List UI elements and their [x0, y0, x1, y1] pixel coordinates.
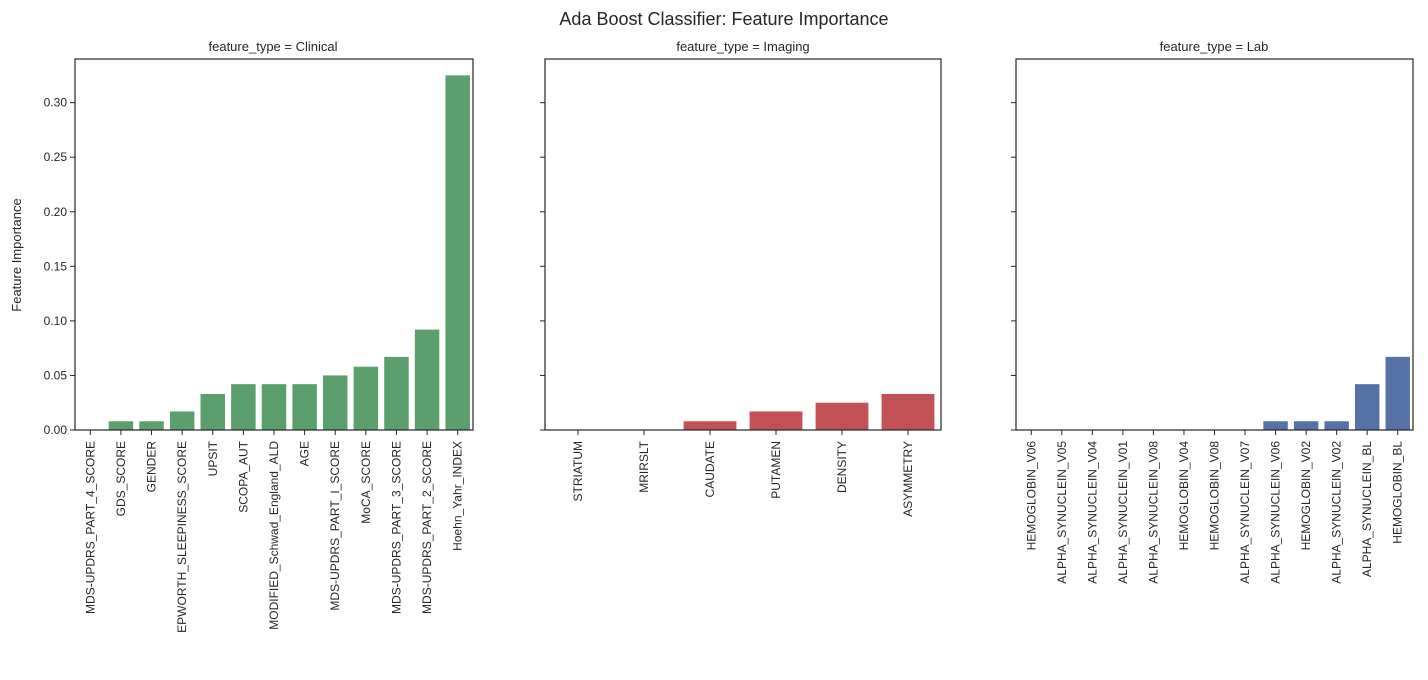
panel-title-clinical: feature_type = Clinical — [209, 39, 338, 54]
bars-lab — [1263, 356, 1410, 430]
bar-moca-score — [353, 366, 379, 430]
y-tick-label: 0.20 — [44, 205, 68, 219]
bar-putamen — [749, 411, 803, 430]
x-tick-label: MDS-UPDRS_PART_I_SCORE — [328, 441, 342, 611]
x-tick-label: HEMOGLOBIN_V02 — [1299, 441, 1313, 551]
bar-caudate — [683, 421, 737, 430]
y-tick-label: 0.00 — [44, 423, 68, 437]
x-tick-label: STRIATUM — [571, 441, 585, 501]
x-tick-label: ALPHA_SYNUCLEIN_V04 — [1085, 441, 1099, 584]
x-tick-label: HEMOGLOBIN_V06 — [1024, 441, 1038, 551]
x-tick-label: MDS-UPDRS_PART_3_SCORE — [389, 441, 403, 614]
x-tick-label: HEMOGLOBIN_V04 — [1177, 441, 1191, 551]
x-tick-label: Hoehn_Yahr_INDEX — [451, 441, 465, 551]
y-axis-label: Feature Importance — [9, 198, 24, 311]
x-tick-label: MoCA_SCORE — [359, 441, 373, 524]
x-tick-label: ALPHA_SYNUCLEIN_BL — [1360, 441, 1374, 577]
panel-imaging: feature_type = Imaging STRIATUM MRIRSLT CA… — [540, 39, 942, 517]
bar-mds-updrs-part-2-score — [414, 329, 440, 430]
bar-modified-schwad-england-ald — [261, 384, 287, 430]
x-tick-label: GDS_SCORE — [114, 441, 128, 516]
x-tick-label: EPWORTH_SLEEPINESS_SCORE — [175, 441, 189, 633]
bar-mds-updrs-part-i-score — [322, 375, 348, 430]
x-tick-label: ASYMMETRY — [901, 441, 915, 517]
bar-hemoglobin-bl — [1385, 356, 1410, 430]
x-tick-label: AGE — [298, 441, 312, 466]
bar-gender — [139, 421, 164, 430]
panel-lab: feature_type = Lab HEMOGLOBIN_V06 ALPHA_S… — [1011, 39, 1414, 584]
bar-hoehn-yahr-index — [445, 75, 470, 431]
x-tick-label: ALPHA_SYNUCLEIN_V01 — [1116, 441, 1130, 584]
panel-frame-clinical — [74, 58, 474, 431]
x-tick-labels-clinical: MDS-UPDRS_PART_4_SCORE GDS_SCORE GENDER EPW… — [83, 430, 465, 633]
bar-hemoglobin-v02 — [1293, 421, 1319, 430]
x-tick-label: ALPHA_SYNUCLEIN_V05 — [1055, 441, 1069, 584]
y-ticks-clinical: 0.00 0.05 0.10 0.15 0.20 0.25 0.30 — [44, 96, 75, 437]
panel-clinical: feature_type = Clinical MDS-UPDRS_PART_4… — [44, 39, 474, 633]
bar-age — [292, 384, 317, 430]
bar-alpha-synuclein-v02 — [1324, 421, 1349, 430]
x-tick-labels-lab: HEMOGLOBIN_V06 ALPHA_SYNUCLEIN_V05 ALPHA_S… — [1024, 430, 1405, 584]
x-tick-label: MDS-UPDRS_PART_2_SCORE — [420, 441, 434, 614]
bars-clinical — [108, 75, 470, 431]
bars-imaging — [683, 393, 935, 430]
figure-title: Ada Boost Classifier: Feature Importance — [559, 9, 888, 29]
bar-mds-updrs-part-3-score — [384, 356, 409, 430]
y-tick-label: 0.15 — [44, 259, 68, 273]
bar-scopa-aut — [231, 384, 256, 430]
bar-density — [815, 402, 869, 430]
x-tick-label: MDS-UPDRS_PART_4_SCORE — [83, 441, 97, 614]
panel-title-lab: feature_type = Lab — [1160, 39, 1269, 54]
bar-alpha-synuclein-bl — [1354, 384, 1380, 430]
x-tick-label: DENSITY — [835, 441, 849, 493]
x-tick-label: CAUDATE — [703, 441, 717, 497]
x-tick-label: UPSIT — [206, 440, 220, 476]
x-tick-label: HEMOGLOBIN_V08 — [1208, 441, 1222, 551]
x-tick-label: MRIRSLT — [637, 440, 651, 492]
panel-title-imaging: feature_type = Imaging — [676, 39, 809, 54]
panel-frame-imaging — [544, 58, 942, 431]
bar-alpha-synuclein-v06 — [1263, 421, 1288, 430]
x-tick-label: ALPHA_SYNUCLEIN_V06 — [1269, 441, 1283, 584]
x-tick-label: GENDER — [145, 441, 159, 493]
y-ticks-imaging — [540, 102, 545, 431]
y-tick-label: 0.05 — [44, 368, 68, 382]
x-tick-labels-imaging: STRIATUM MRIRSLT CAUDATE PUTAMEN DENSITY ASYM… — [571, 430, 915, 517]
bar-epworth-sleepiness-score — [169, 411, 195, 430]
y-ticks-lab — [1011, 102, 1016, 431]
y-tick-label: 0.10 — [44, 314, 68, 328]
bar-upsit — [200, 393, 226, 430]
x-tick-label: HEMOGLOBIN_BL — [1391, 441, 1405, 544]
x-tick-label: ALPHA_SYNUCLEIN_V08 — [1146, 441, 1160, 584]
x-tick-label: SCOPA_AUT — [236, 440, 250, 512]
x-tick-label: ALPHA_SYNUCLEIN_V07 — [1238, 441, 1252, 584]
panel-frame-lab — [1015, 58, 1414, 431]
x-tick-label: PUTAMEN — [769, 441, 783, 499]
y-tick-label: 0.30 — [44, 96, 68, 110]
bar-gds-score — [108, 421, 134, 430]
x-tick-label: MODIFIED_Schwad_England_ALD — [267, 441, 281, 630]
bar-asymmetry — [881, 393, 935, 430]
x-tick-label: ALPHA_SYNUCLEIN_V02 — [1330, 441, 1344, 584]
y-tick-label: 0.25 — [44, 150, 68, 164]
